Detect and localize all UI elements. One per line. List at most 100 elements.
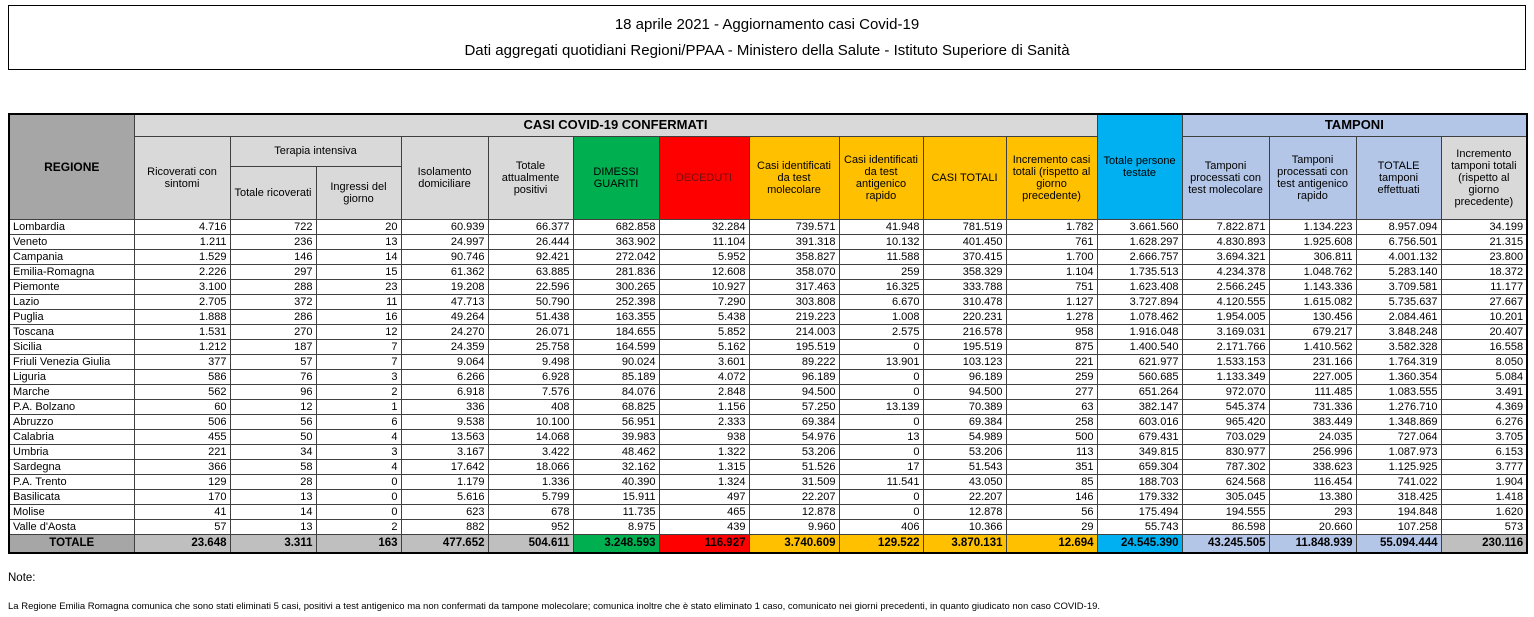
value-cell: 15 [315, 263, 402, 280]
value-cell: 2.848 [658, 383, 750, 400]
header-terapia-intensiva: Terapia intensiva [229, 135, 402, 167]
value-cell: 1.336 [487, 473, 574, 490]
value-cell: 221 [1005, 353, 1098, 370]
value-cell: 221 [133, 443, 231, 460]
value-cell: 34 [229, 443, 317, 460]
value-cell: 7.822.871 [1181, 218, 1270, 235]
value-cell: 1.087.973 [1355, 443, 1442, 460]
value-cell: 146 [229, 248, 317, 265]
value-cell: 1.360.354 [1355, 368, 1442, 385]
table-row: Calabria 455 50 4 13.563 14.068 39.983 938 54.97… [8, 428, 1528, 445]
value-cell: 727.064 [1355, 428, 1442, 445]
value-cell: 10.201 [1440, 308, 1528, 325]
value-cell: 259 [838, 263, 924, 280]
table-body: Lombardia 4.716 722 20 60.939 66.377 682.858 32… [8, 218, 1528, 554]
totale-value-cell: 55.094.444 [1355, 533, 1442, 554]
value-cell: 219.223 [748, 308, 840, 325]
value-cell: 781.519 [922, 218, 1007, 235]
table-row: Sardegna 366 58 4 17.642 18.066 32.162 1.315 51.… [8, 458, 1528, 475]
table-row: Sicilia 1.212 187 7 24.359 25.758 164.599 5.162… [8, 338, 1528, 355]
value-cell: 1.125.925 [1355, 458, 1442, 475]
table-row: Puglia 1.888 286 16 49.264 51.438 163.355 5.438… [8, 308, 1528, 325]
value-cell: 1.916.048 [1096, 323, 1183, 340]
value-cell: 259 [1005, 368, 1098, 385]
value-cell: 236 [229, 233, 317, 250]
value-cell: 333.788 [922, 278, 1007, 295]
value-cell: 11 [315, 293, 402, 310]
value-cell: 1.623.408 [1096, 278, 1183, 295]
value-cell: 16 [315, 308, 402, 325]
value-cell: 48.462 [572, 443, 660, 460]
value-cell: 3.727.894 [1096, 293, 1183, 310]
header-ricoverati-sintomi: Ricoverati con sintomi [133, 135, 231, 220]
value-cell: 90.024 [572, 353, 660, 370]
value-cell: 377 [133, 353, 231, 370]
value-cell: 281.836 [572, 263, 660, 280]
value-cell: 1.315 [658, 458, 750, 475]
value-cell: 26.071 [487, 323, 574, 340]
value-cell: 9.538 [400, 413, 489, 430]
value-cell: 0 [315, 473, 402, 490]
value-cell: 24.035 [1268, 428, 1357, 445]
totale-value-cell: 163 [315, 533, 402, 554]
value-cell: 2 [315, 383, 402, 400]
value-cell: 336 [400, 398, 489, 415]
value-cell: 60 [133, 398, 231, 415]
value-cell: 623 [400, 503, 489, 520]
value-cell: 5.162 [658, 338, 750, 355]
value-cell: 57.250 [748, 398, 840, 415]
value-cell: 12.878 [922, 503, 1007, 520]
value-cell: 0 [315, 503, 402, 520]
value-cell: 12 [229, 398, 317, 415]
value-cell: 6.266 [400, 368, 489, 385]
value-cell: 10.927 [658, 278, 750, 295]
value-cell: 13.901 [838, 353, 924, 370]
value-cell: 1.400.540 [1096, 338, 1183, 355]
value-cell: 107.258 [1355, 518, 1442, 535]
value-cell: 338.623 [1268, 458, 1357, 475]
value-cell: 401.450 [922, 233, 1007, 250]
value-cell: 164.599 [572, 338, 660, 355]
totale-value-cell: 24.545.390 [1096, 533, 1183, 554]
value-cell: 0 [315, 488, 402, 505]
value-cell: 4.716 [133, 218, 231, 235]
value-cell: 6.670 [838, 293, 924, 310]
value-cell: 349.815 [1096, 443, 1183, 460]
value-cell: 3.422 [487, 443, 574, 460]
value-cell: 163.355 [572, 308, 660, 325]
totale-label: TOTALE [8, 533, 135, 554]
value-cell: 4.234.378 [1181, 263, 1270, 280]
value-cell: 13 [315, 233, 402, 250]
table-row: P.A. Trento 129 28 0 1.179 1.336 40.390 1.324 31… [8, 473, 1528, 490]
value-cell: 741.022 [1355, 473, 1442, 490]
value-cell: 20 [315, 218, 402, 235]
value-cell: 14 [229, 503, 317, 520]
region-cell: Puglia [8, 308, 135, 325]
value-cell: 184.655 [572, 323, 660, 340]
value-cell: 28 [229, 473, 317, 490]
value-cell: 258 [1005, 413, 1098, 430]
region-cell: Calabria [8, 428, 135, 445]
value-cell: 58 [229, 458, 317, 475]
value-cell: 1.008 [838, 308, 924, 325]
value-cell: 76 [229, 368, 317, 385]
value-cell: 1.048.762 [1268, 263, 1357, 280]
value-cell: 1.278 [1005, 308, 1098, 325]
value-cell: 70.389 [922, 398, 1007, 415]
value-cell: 214.003 [748, 323, 840, 340]
value-cell: 187 [229, 338, 317, 355]
covid-data-table: REGIONE CASI COVID-19 CONFERMATI Totale … [8, 113, 1529, 554]
title-box: 18 aprile 2021 - Aggiornamento casi Covi… [8, 5, 1526, 70]
totale-value-cell: 3.311 [229, 533, 317, 554]
value-cell: 56 [229, 413, 317, 430]
value-cell: 22.207 [922, 488, 1007, 505]
region-cell: Lombardia [8, 218, 135, 235]
region-cell: Piemonte [8, 278, 135, 295]
value-cell: 94.500 [922, 383, 1007, 400]
value-cell: 195.519 [922, 338, 1007, 355]
value-cell: 439 [658, 518, 750, 535]
table-row: Basilicata 170 13 0 5.616 5.799 15.911 497 22.20… [8, 488, 1528, 505]
value-cell: 50.790 [487, 293, 574, 310]
value-cell: 51.438 [487, 308, 574, 325]
value-cell: 682.858 [572, 218, 660, 235]
